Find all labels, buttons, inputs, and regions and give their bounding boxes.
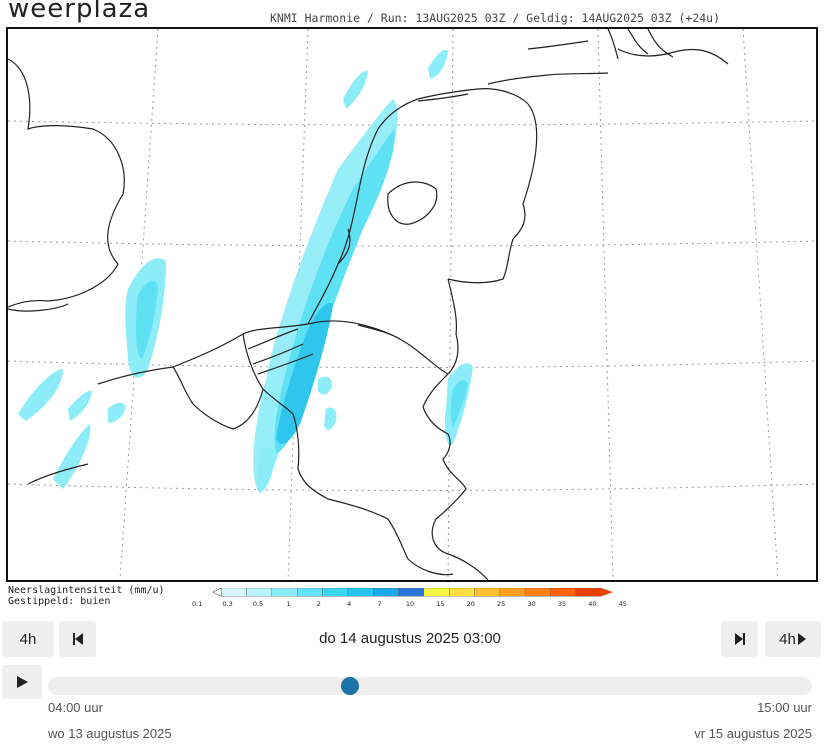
legend-tick-label: 45 [618,600,627,608]
legend-tick-label: 40 [588,600,597,608]
legend-swatch [347,588,374,597]
legend-swatch [474,588,500,597]
skip-back-button[interactable] [59,621,96,657]
step-back-label: 4h [19,630,37,648]
legend-tick-label: 35 [557,600,567,608]
skip-forward-icon [734,633,745,645]
legend-swatch [271,588,298,597]
model-run-info: KNMI Harmonie / Run: 13AUG2025 03Z / Gel… [270,11,721,25]
step-forward-label: 4h [779,630,796,648]
timeline-start-time: 04:00 uur [48,700,103,715]
legend-tick-label: 4 [347,600,352,608]
legend-swatch [296,588,323,597]
legend-tick-label: 0.5 [252,600,264,608]
timeline-slider[interactable] [48,677,812,695]
current-time: do 14 augustus 2025 03:00 [319,630,501,647]
legend-swatch [221,588,247,597]
legend-subtitle: Gestippeld: buien [8,596,111,607]
play-button[interactable] [2,665,42,699]
legend-swatch [372,588,399,597]
legend-tick-label: 25 [497,600,506,608]
legend-tick-label: 7 [377,600,382,608]
legend-tick-label: 0.3 [222,600,233,608]
timeline-start-date: wo 13 augustus 2025 [48,726,172,741]
coastlines-borders [8,29,729,580]
legend-tick-label: 15 [436,600,445,608]
precipitation-areas [18,49,473,494]
legend-colorbar [212,588,613,597]
skip-back-icon [72,633,83,645]
legend-swatch [575,588,602,597]
legend-swatch [524,588,551,597]
legend-max-arrow [601,588,613,597]
legend-swatch [449,588,475,597]
legend-swatch [322,588,349,597]
legend-swatch [499,588,526,597]
legend-min-arrow [212,588,222,597]
precipitation-map [6,27,818,582]
timeline-end-date: vr 15 augustus 2025 [694,726,812,741]
legend-swatch [423,588,450,597]
legend-tick-label: 0.1 [192,600,203,608]
chevron-right-icon [797,633,806,645]
skip-forward-button[interactable] [721,621,758,657]
timeline-slider-handle[interactable] [341,677,360,695]
legend-title: Neerslagintensiteit (mm/u) [8,585,165,596]
timeline-end-time: 15:00 uur [757,700,812,715]
legend-swatch [550,588,577,597]
step-forward-button[interactable]: 4h [765,621,821,657]
legend-swatch [246,588,273,597]
legend-tick-label: 2 [316,600,321,608]
weerplaza-logo: weerplaza [8,0,151,24]
step-back-button[interactable]: 4h [2,621,54,657]
map-canvas [8,29,816,580]
play-icon [17,676,28,688]
legend-tick-label: 30 [527,600,536,608]
legend-tick-label: 10 [405,600,415,608]
legend-tick-label: 1 [286,600,291,608]
legend-swatch [398,588,425,597]
legend-tick-label: 20 [466,600,475,608]
